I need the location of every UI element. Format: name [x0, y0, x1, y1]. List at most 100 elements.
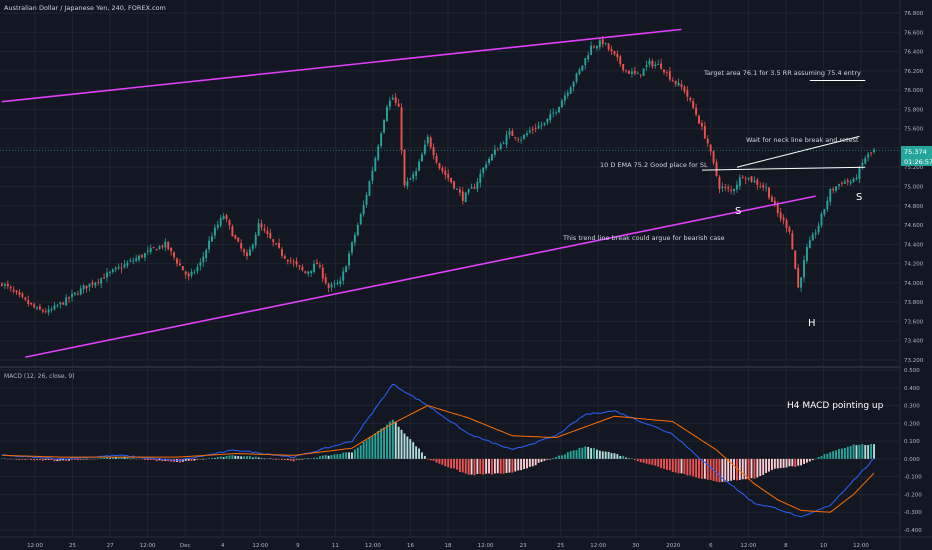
candle[interactable]: [613, 50, 616, 56]
candle[interactable]: [301, 264, 304, 272]
candle[interactable]: [864, 155, 867, 165]
candle[interactable]: [619, 54, 622, 67]
candle[interactable]: [511, 128, 514, 136]
candle[interactable]: [400, 103, 403, 155]
candle[interactable]: [849, 179, 852, 186]
candle[interactable]: [298, 265, 301, 271]
candle[interactable]: [677, 78, 680, 87]
candle[interactable]: [62, 301, 65, 305]
candle[interactable]: [493, 144, 496, 158]
candle[interactable]: [747, 177, 750, 182]
candle[interactable]: [342, 267, 345, 285]
candle[interactable]: [374, 156, 377, 172]
candle[interactable]: [106, 267, 108, 283]
candle[interactable]: [794, 250, 797, 270]
candle[interactable]: [508, 127, 511, 139]
candle[interactable]: [578, 67, 581, 76]
candle[interactable]: [205, 248, 208, 263]
candle[interactable]: [756, 177, 759, 190]
candle[interactable]: [219, 214, 222, 228]
candle[interactable]: [36, 305, 38, 311]
candle[interactable]: [187, 271, 190, 281]
candle[interactable]: [759, 182, 762, 189]
candle[interactable]: [660, 58, 663, 70]
candle[interactable]: [44, 308, 47, 314]
candle[interactable]: [152, 246, 155, 249]
candle[interactable]: [852, 177, 855, 183]
candle[interactable]: [237, 236, 240, 243]
candle[interactable]: [528, 126, 531, 135]
candle[interactable]: [79, 285, 82, 296]
candle[interactable]: [741, 175, 744, 179]
price-pane[interactable]: [0, 28, 900, 358]
candle[interactable]: [418, 158, 420, 172]
candle[interactable]: [403, 148, 406, 188]
candle[interactable]: [738, 174, 741, 190]
candle[interactable]: [199, 258, 202, 271]
candle[interactable]: [167, 241, 170, 251]
candle[interactable]: [444, 166, 447, 180]
candle[interactable]: [773, 196, 776, 208]
candle[interactable]: [141, 253, 143, 259]
candle[interactable]: [569, 85, 572, 95]
candle[interactable]: [73, 292, 76, 296]
candle[interactable]: [700, 119, 703, 131]
candle[interactable]: [100, 277, 103, 289]
candle[interactable]: [85, 285, 88, 293]
candle[interactable]: [584, 57, 587, 70]
candle[interactable]: [9, 285, 12, 292]
candle[interactable]: [689, 96, 692, 103]
candle[interactable]: [610, 45, 613, 55]
candle[interactable]: [867, 151, 870, 162]
candle[interactable]: [715, 158, 718, 178]
candle[interactable]: [575, 72, 578, 84]
candle[interactable]: [330, 281, 333, 292]
candle[interactable]: [674, 80, 677, 87]
candle[interactable]: [709, 144, 712, 156]
candle[interactable]: [808, 236, 811, 249]
candle[interactable]: [126, 260, 129, 269]
candle[interactable]: [380, 131, 383, 149]
candle[interactable]: [243, 247, 246, 256]
candle[interactable]: [733, 188, 735, 196]
candle[interactable]: [336, 279, 339, 286]
candle[interactable]: [811, 231, 814, 241]
candle[interactable]: [286, 259, 289, 265]
candle[interactable]: [846, 178, 849, 186]
candle[interactable]: [190, 268, 193, 279]
candle[interactable]: [170, 247, 173, 256]
candle[interactable]: [386, 104, 388, 122]
candle[interactable]: [353, 232, 356, 247]
candle[interactable]: [213, 224, 216, 239]
candle[interactable]: [254, 231, 257, 249]
candle[interactable]: [82, 283, 85, 294]
candle[interactable]: [260, 219, 263, 231]
candle[interactable]: [488, 156, 490, 166]
candle[interactable]: [391, 94, 394, 101]
candle[interactable]: [800, 277, 803, 292]
candle[interactable]: [491, 153, 493, 162]
candle[interactable]: [345, 265, 348, 273]
candle[interactable]: [365, 192, 368, 208]
candle[interactable]: [473, 183, 476, 190]
candle[interactable]: [692, 98, 695, 110]
candle[interactable]: [202, 252, 205, 268]
candle[interactable]: [552, 108, 555, 118]
candle[interactable]: [654, 61, 657, 69]
macd-pane[interactable]: [1, 383, 875, 518]
candle[interactable]: [228, 218, 231, 230]
candle[interactable]: [505, 130, 508, 149]
candle[interactable]: [251, 243, 254, 252]
candle[interactable]: [33, 302, 36, 309]
candle[interactable]: [730, 185, 733, 195]
candle[interactable]: [566, 89, 569, 99]
annotation-line[interactable]: [736, 135, 860, 168]
candle[interactable]: [724, 183, 727, 192]
candle[interactable]: [240, 239, 243, 252]
candle[interactable]: [432, 143, 435, 160]
candle[interactable]: [348, 250, 350, 270]
candle[interactable]: [476, 177, 479, 193]
candle[interactable]: [768, 187, 770, 200]
candle[interactable]: [327, 282, 330, 293]
candle[interactable]: [814, 229, 817, 239]
